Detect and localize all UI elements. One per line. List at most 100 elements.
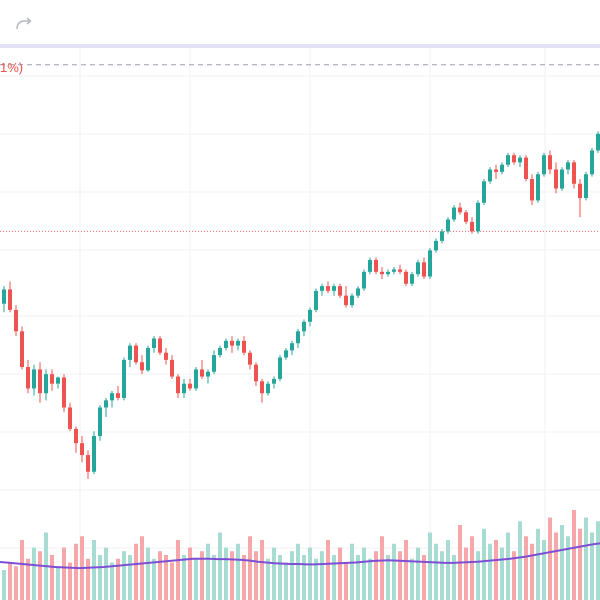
candle-body: [2, 289, 6, 304]
volume-bar: [530, 543, 534, 600]
volume-bar: [332, 555, 336, 600]
candle-body: [110, 393, 114, 401]
candle-body: [242, 340, 246, 353]
volume-bar: [104, 547, 108, 600]
candle-body: [362, 271, 366, 289]
candle-body: [452, 207, 456, 220]
candle-body: [152, 338, 156, 348]
candle-body: [440, 231, 444, 241]
volume-bar: [170, 562, 174, 600]
volume-bar: [290, 551, 294, 600]
volume-bar: [254, 551, 258, 600]
volume-bar: [152, 558, 156, 600]
volume-bar: [272, 547, 276, 600]
volume-bar: [98, 555, 102, 600]
volume-bar: [224, 547, 228, 600]
volume-bar: [482, 528, 486, 600]
volume-bar: [134, 543, 138, 600]
candle-body: [518, 157, 522, 163]
candle-body: [386, 271, 390, 275]
candle-body: [20, 331, 24, 368]
volume-bar: [308, 547, 312, 600]
candle-body: [314, 290, 318, 310]
chart-canvas[interactable]: [0, 48, 600, 600]
candle-body: [368, 259, 372, 272]
candle-body: [524, 157, 528, 179]
candle-body: [494, 169, 498, 172]
candle-body: [308, 309, 312, 322]
candle-body: [548, 155, 552, 170]
candle-body: [146, 347, 150, 371]
candle-body: [470, 221, 474, 232]
volume-bar: [260, 540, 264, 600]
candle-body: [320, 286, 324, 291]
candle-body: [410, 274, 414, 284]
volume-bar: [32, 547, 36, 600]
candle-body: [572, 162, 576, 184]
candle-body: [428, 250, 432, 277]
volume-bar: [566, 536, 570, 600]
candle-body: [218, 347, 222, 356]
volume-bar: [518, 521, 522, 600]
price-chart[interactable]: 1%): [0, 48, 600, 600]
volume-bar: [146, 547, 150, 600]
candle-body: [26, 367, 30, 389]
volume-bar: [524, 536, 528, 600]
volume-bar: [296, 543, 300, 600]
volume-bar: [314, 558, 318, 600]
candle-body: [416, 262, 420, 275]
candle-body: [344, 295, 348, 306]
volume-bar: [266, 558, 270, 600]
candle-body: [512, 155, 516, 163]
candle-body: [68, 407, 72, 429]
volume-bar: [122, 551, 126, 600]
candle-body: [74, 428, 78, 444]
volume-bar: [428, 532, 432, 600]
candle-body: [446, 219, 450, 232]
volume-bar: [140, 536, 144, 600]
candle-body: [332, 286, 336, 291]
candle-body: [212, 355, 216, 372]
volume-bar: [440, 551, 444, 600]
candle-body: [338, 286, 342, 296]
candle-body: [128, 345, 132, 360]
volume-bar: [572, 510, 576, 600]
candle-body: [590, 150, 594, 175]
volume-bar: [188, 547, 192, 600]
volume-bar: [368, 558, 372, 600]
volume-bar: [548, 517, 552, 600]
candle-body: [206, 371, 210, 377]
volume-bar: [26, 558, 30, 600]
candle-body: [62, 377, 66, 408]
candle-body: [122, 359, 126, 398]
candle-body: [164, 352, 168, 360]
volume-bar: [398, 551, 402, 600]
candle-body: [356, 288, 360, 296]
volume-bar: [554, 532, 558, 600]
volume-bar: [62, 547, 66, 600]
volume-bar: [488, 543, 492, 600]
volume-bar: [158, 551, 162, 600]
volume-bar: [110, 562, 114, 600]
candle-body: [134, 345, 138, 363]
candle-body: [458, 207, 462, 213]
volume-bar: [320, 551, 324, 600]
candle-body: [140, 362, 144, 371]
volume-bar: [8, 562, 12, 600]
volume-bar: [476, 551, 480, 600]
volume-bar: [506, 532, 510, 600]
volume-bar: [116, 558, 120, 600]
volume-bar: [404, 540, 408, 600]
candle-body: [290, 343, 294, 351]
candle-body: [542, 155, 546, 175]
redo-arrow-icon[interactable]: [14, 14, 34, 32]
candle-body: [224, 340, 228, 348]
volume-bar: [230, 551, 234, 600]
volume-bar: [380, 536, 384, 600]
volume-bar: [410, 558, 414, 600]
volume-bar: [350, 543, 354, 600]
moving-average-line: [0, 542, 600, 570]
volume-bar: [74, 543, 78, 600]
candle-body: [8, 289, 12, 310]
candle-body: [254, 364, 258, 382]
